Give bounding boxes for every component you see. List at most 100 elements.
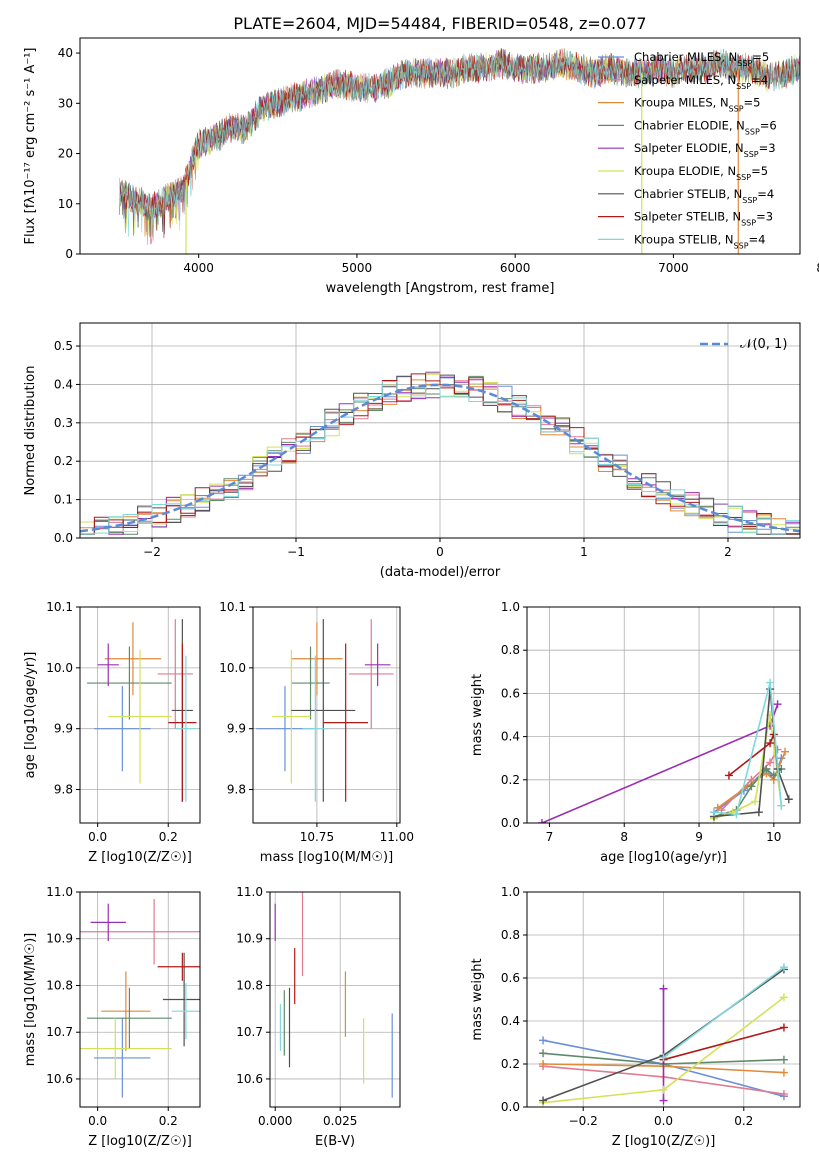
panel-mass-weight-vs-age: 7 8 9 10 0.0 0.2 0.4 0.6 0.8 1.0 age [log10(age/yr… bbox=[470, 600, 801, 865]
y-tick-label: 0.2 bbox=[501, 1057, 520, 1071]
legend-entry: Chabrier MILES, NSSP=5 bbox=[634, 50, 769, 68]
y-tick-label: 10.8 bbox=[236, 978, 263, 992]
mass-weight-marker bbox=[777, 801, 786, 810]
x-axis-label: Z [log10(Z/Z☉)] bbox=[88, 1134, 192, 1149]
mass-weight-marker bbox=[539, 1036, 548, 1045]
x-tick-label: 9 bbox=[695, 830, 703, 844]
mass-weight-marker bbox=[539, 1096, 548, 1105]
mass-weight-marker bbox=[732, 810, 741, 819]
y-tick-label: 11.0 bbox=[236, 885, 263, 899]
mass-weight-marker bbox=[751, 797, 760, 806]
y-tick-label: 10.8 bbox=[46, 978, 73, 992]
mass-weight-marker bbox=[779, 993, 788, 1002]
y-tick-label: 0.1 bbox=[54, 493, 73, 507]
y-tick-label: 11.0 bbox=[46, 885, 73, 899]
x-tick-label: 0 bbox=[436, 545, 444, 559]
y-tick-label: 9.9 bbox=[54, 722, 73, 736]
x-tick-label: 0.0 bbox=[88, 830, 107, 844]
x-tick-label: 0.2 bbox=[159, 830, 178, 844]
plot-area bbox=[80, 371, 800, 535]
y-tick-label: 0.2 bbox=[54, 454, 73, 468]
y-tick-label: 9.8 bbox=[227, 783, 246, 797]
y-tick-label: 20 bbox=[58, 147, 73, 161]
x-tick-label: 0.025 bbox=[323, 1114, 357, 1128]
x-tick-label: 0.000 bbox=[258, 1114, 292, 1128]
mass-weight-marker bbox=[779, 1090, 788, 1099]
mass-weight-marker bbox=[754, 808, 763, 817]
legend-entry: 𝒩(0, 1) bbox=[740, 337, 787, 352]
mass-weight-marker bbox=[762, 765, 771, 773]
mass-weight-marker bbox=[539, 1060, 548, 1068]
y-axis-label: Flux [fλ10⁻¹⁷ erg cm⁻² s⁻¹ A⁻¹] bbox=[23, 48, 38, 245]
x-tick-label: 1 bbox=[580, 545, 588, 559]
mass-weight-marker bbox=[784, 795, 793, 804]
y-tick-label: 1.0 bbox=[501, 600, 520, 614]
legend-entry: Kroupa ELODIE, NSSP=5 bbox=[634, 164, 768, 182]
y-tick-label: 40 bbox=[58, 46, 73, 60]
y-tick-label: 0.6 bbox=[501, 686, 520, 700]
histogram-step bbox=[80, 374, 800, 535]
x-tick-label: 6000 bbox=[500, 261, 531, 275]
histogram-step bbox=[80, 381, 800, 535]
x-tick-label: −0.2 bbox=[569, 1114, 598, 1128]
plot-area bbox=[119, 47, 800, 254]
y-tick-label: 10.6 bbox=[236, 1072, 263, 1086]
y-tick-label: 10.9 bbox=[46, 932, 73, 946]
x-tick-label: −2 bbox=[143, 545, 161, 559]
panel-age-vs-mass: 10.75 11.00 9.8 9.9 10.0 10.1 mass [log10(M/M☉… bbox=[219, 600, 414, 865]
y-tick-label: 0.4 bbox=[501, 1014, 520, 1028]
y-tick-label: 0.0 bbox=[54, 531, 73, 545]
legend-entry: Salpeter STELIB, NSSP=3 bbox=[634, 210, 773, 228]
y-tick-label: 30 bbox=[58, 96, 73, 110]
axes-frame bbox=[79, 606, 201, 824]
mass-weight-marker bbox=[779, 1055, 788, 1064]
y-axis-label: mass [log10(M/M☉)] bbox=[23, 933, 38, 1066]
y-axis-label: Normed distribution bbox=[23, 366, 38, 496]
mass-weight-marker bbox=[766, 739, 775, 748]
x-tick-label: 7000 bbox=[658, 261, 689, 275]
y-tick-label: 0.2 bbox=[501, 773, 520, 787]
plot-area bbox=[87, 619, 197, 802]
x-tick-label: 10.75 bbox=[300, 830, 334, 844]
x-tick-label: 11.00 bbox=[380, 830, 414, 844]
panel-residual-histogram: −2 −1 0 1 2 0.0 0.1 0.2 0.3 0.4 0.5 (data-model)/er… bbox=[23, 322, 801, 580]
x-tick-label: 10 bbox=[766, 830, 781, 844]
y-tick-label: 0.3 bbox=[54, 416, 73, 430]
x-tick-label: 0.2 bbox=[159, 1114, 178, 1128]
axes-frame bbox=[79, 891, 201, 1108]
y-tick-label: 0.6 bbox=[501, 971, 520, 985]
x-axis-label: (data-model)/error bbox=[380, 565, 501, 580]
legend-entry: Chabrier STELIB, NSSP=4 bbox=[634, 187, 774, 205]
mass-weight-line bbox=[541, 703, 779, 823]
mass-weight-marker bbox=[747, 782, 756, 791]
y-tick-label: 10.0 bbox=[219, 661, 246, 675]
panel-spectrum: 4000 5000 6000 7000 8000 0 10 20 30 40 wavelength … bbox=[23, 37, 819, 296]
y-axis-label: age [log10(age/yr)] bbox=[23, 652, 38, 779]
histogram-step bbox=[80, 373, 800, 533]
plot-area bbox=[80, 899, 200, 1098]
mass-weight-marker bbox=[779, 1068, 788, 1077]
legend-entry: Chabrier ELODIE, NSSP=6 bbox=[634, 118, 777, 136]
legend-entry: Salpeter MILES, NSSP=4 bbox=[634, 73, 768, 91]
y-tick-label: 10.6 bbox=[46, 1072, 73, 1086]
x-tick-label: 0.0 bbox=[654, 1114, 673, 1128]
y-tick-label: 0.4 bbox=[54, 377, 73, 391]
x-axis-label: E(B-V) bbox=[315, 1134, 355, 1149]
mass-weight-marker bbox=[659, 1096, 668, 1105]
mass-weight-line bbox=[663, 1026, 785, 1061]
mass-weight-marker bbox=[537, 819, 546, 823]
normal-curve bbox=[80, 383, 800, 533]
mass-weight-marker bbox=[709, 808, 718, 817]
y-axis-label: mass weight bbox=[470, 674, 485, 756]
x-axis-label: Z [log10(Z/Z☉)] bbox=[88, 850, 192, 865]
axes-frame bbox=[269, 891, 401, 1108]
mass-weight-marker bbox=[766, 758, 775, 767]
mass-weight-marker bbox=[539, 1049, 548, 1058]
plot-area bbox=[539, 963, 788, 1107]
y-tick-label: 0.5 bbox=[54, 339, 73, 353]
panel-mass-vs-metallicity: 0.0 0.2 10.6 10.7 10.8 10.9 11.0 Z [log10(Z/Z☉)… bbox=[23, 885, 201, 1149]
panel-age-vs-metallicity: 0.0 0.2 9.8 9.9 10.0 10.1 Z [log10(Z/Z☉)] age [… bbox=[23, 600, 201, 865]
y-tick-label: 0.8 bbox=[501, 643, 520, 657]
x-tick-label: −1 bbox=[287, 545, 305, 559]
